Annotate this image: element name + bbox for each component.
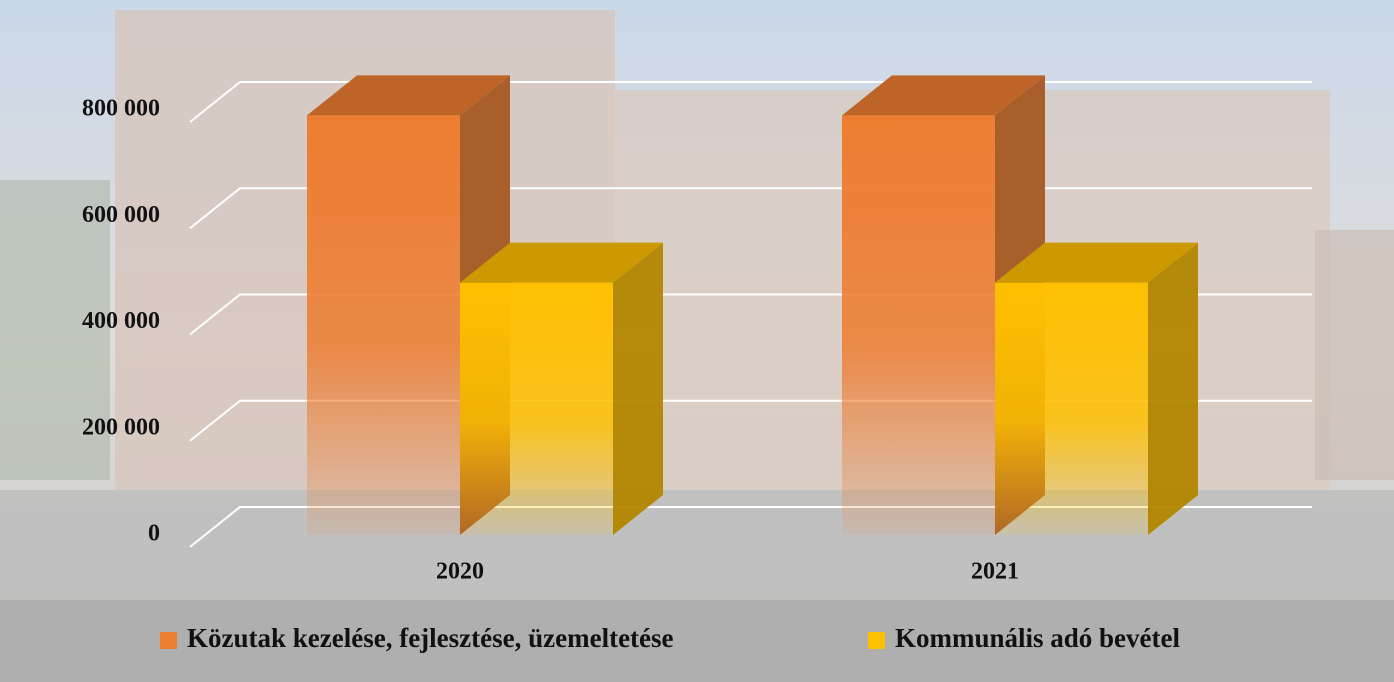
legend-label: Közutak kezelése, fejlesztése, üzemeltet… <box>187 623 674 653</box>
y-tick-label: 200 000 <box>82 414 160 440</box>
bar <box>995 283 1148 535</box>
bar <box>460 283 613 535</box>
y-tick-label: 600 000 <box>82 202 160 228</box>
x-tick-label: 2021 <box>971 559 1019 585</box>
bar-side <box>613 243 663 535</box>
legend-swatch <box>868 632 885 649</box>
bar-side <box>1148 243 1198 535</box>
legend-label: Kommunális adó bevétel <box>895 623 1181 653</box>
y-tick-label: 400 000 <box>82 308 160 334</box>
legend-swatch <box>160 632 177 649</box>
bar <box>307 115 460 535</box>
x-tick-label: 2020 <box>436 559 484 585</box>
chart: 0 200 000 400 000 600 000 800 000 2020 2021 Köz… <box>0 0 1394 682</box>
y-tick-label: 800 000 <box>82 96 160 122</box>
y-tick-label: 0 <box>148 521 160 547</box>
bar <box>842 115 995 535</box>
